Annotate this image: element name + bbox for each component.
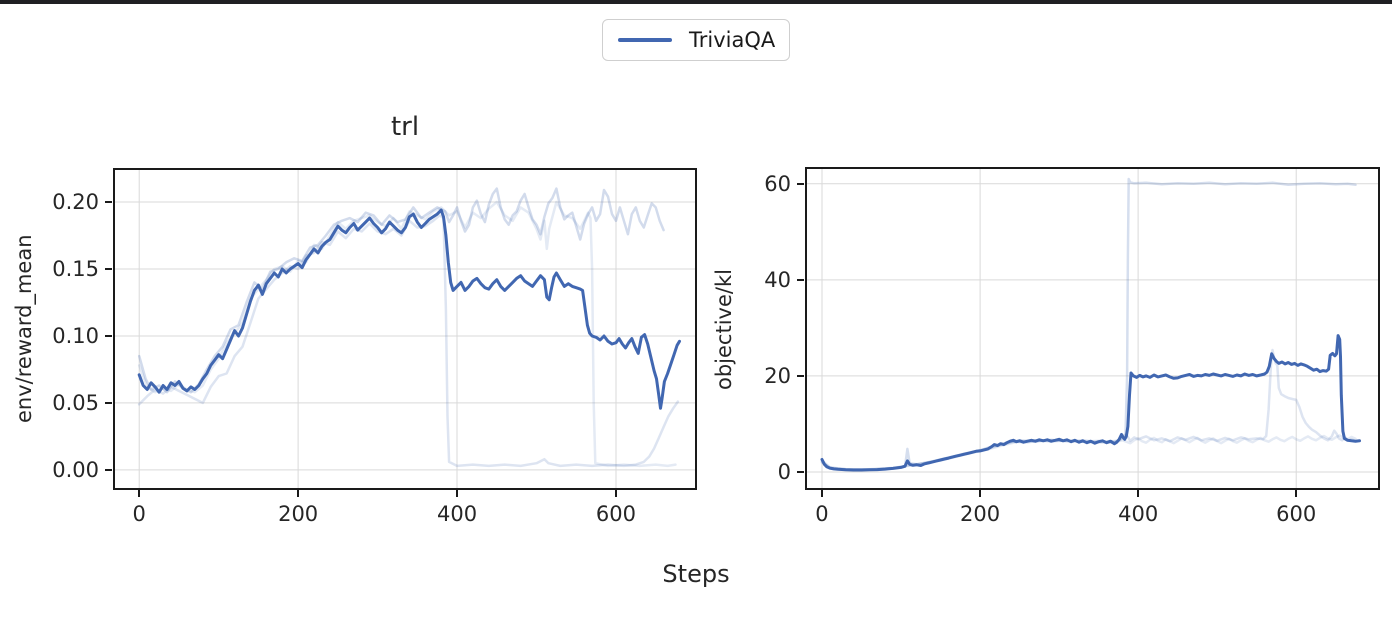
y-tick-label: 0 [777, 459, 791, 484]
x-tick-mark [1295, 490, 1298, 497]
y-tick-label: 0.05 [52, 390, 99, 415]
x-tick-label: 600 [1276, 502, 1317, 526]
legend: TriviaQA [602, 19, 790, 61]
right-plot-canvas [805, 167, 1380, 490]
x-tick-label: 600 [595, 502, 636, 526]
x-tick-label: 0 [132, 502, 146, 526]
left-plot [113, 168, 697, 490]
y-tick-mark [797, 374, 804, 377]
y-tick-mark [797, 182, 804, 185]
y-tick-mark [105, 334, 112, 337]
window-top-bar [0, 0, 1392, 4]
y-axis-label-right: objective/kl [712, 269, 736, 390]
x-tick-label: 0 [815, 502, 829, 526]
y-tick-label: 40 [764, 267, 791, 292]
x-tick-label: 400 [436, 502, 478, 526]
x-tick-label: 400 [1118, 502, 1159, 526]
left-plot-title: trl [390, 112, 420, 142]
x-tick-mark [614, 490, 617, 497]
y-tick-mark [105, 267, 112, 270]
y-tick-label: 60 [764, 171, 791, 196]
x-axis-label: Steps [662, 560, 730, 588]
y-tick-mark [105, 468, 112, 471]
right-plot [805, 167, 1380, 490]
x-tick-mark [820, 490, 823, 497]
x-tick-mark [297, 490, 300, 497]
x-tick-mark [979, 490, 982, 497]
y-tick-mark [105, 401, 112, 404]
x-tick-mark [138, 490, 141, 497]
y-tick-mark [797, 278, 804, 281]
x-tick-mark [1137, 490, 1140, 497]
y-tick-label: 0.15 [52, 256, 99, 281]
y-tick-label: 0.20 [52, 190, 99, 215]
y-tick-label: 0.10 [52, 323, 99, 348]
y-tick-label: 20 [764, 363, 791, 388]
y-tick-mark [105, 201, 112, 204]
legend-line-swatch [618, 38, 672, 42]
x-tick-label: 200 [278, 502, 319, 526]
y-tick-mark [797, 470, 804, 473]
legend-label: TriviaQA [689, 28, 776, 52]
x-tick-label: 200 [960, 502, 1001, 526]
left-plot-canvas [113, 168, 697, 490]
x-tick-mark [456, 490, 459, 497]
y-tick-label: 0.00 [52, 457, 99, 482]
